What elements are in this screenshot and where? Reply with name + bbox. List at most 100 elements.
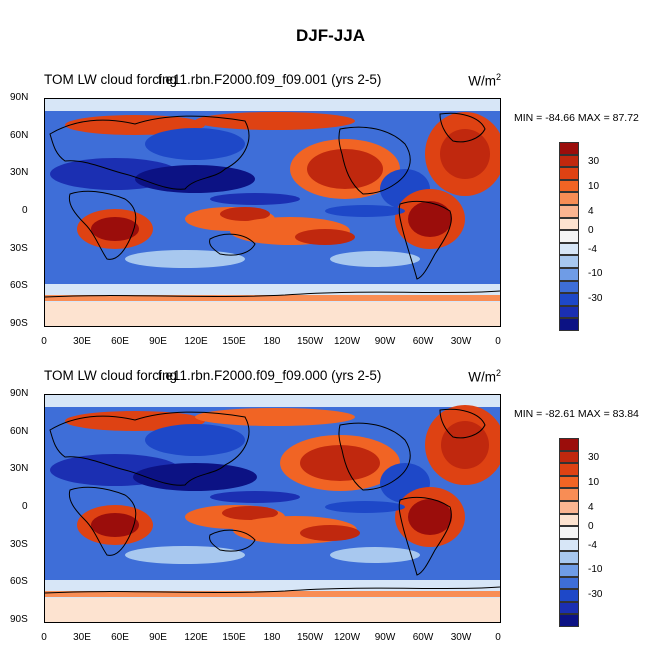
colorbar (559, 142, 579, 331)
colorbar-swatch (559, 513, 579, 527)
lon-label: 60W (412, 336, 434, 347)
colorbar-label: 0 (588, 225, 594, 236)
lon-label: 120W (333, 336, 361, 347)
lon-label: 120E (184, 336, 208, 347)
lat-label: 60N (10, 130, 29, 141)
lat-label: 30N (10, 463, 29, 474)
colorbar-swatch (559, 217, 579, 231)
colorbar-swatch (559, 267, 579, 281)
lat-label: 90S (10, 614, 28, 625)
colorbar-swatch (559, 293, 579, 306)
panel-left-title: TOM LW cloud forcing (44, 72, 178, 87)
colorbar-label: 30 (588, 156, 600, 167)
colorbar-swatch (559, 500, 579, 514)
lat-label: 90N (10, 92, 29, 103)
colorbar-swatch (559, 475, 579, 489)
lon-label: 60W (412, 632, 434, 643)
colorbar-swatch (559, 551, 579, 564)
colorbar-swatch (559, 563, 579, 577)
colorbar-label: -30 (588, 293, 603, 304)
colorbar-swatch (559, 204, 579, 218)
panel-left-title: TOM LW cloud forcing (44, 368, 178, 383)
lon-label: 150E (222, 632, 246, 643)
colorbar-label: -10 (588, 564, 603, 575)
colorbar-label: 10 (588, 477, 600, 488)
colorbar-label: -4 (588, 540, 597, 551)
colorbar-swatch (559, 280, 579, 294)
colorbar-swatch (559, 192, 579, 205)
lon-label: 30W (450, 336, 472, 347)
colorbar-label: 4 (588, 502, 594, 513)
colorbar-swatch (559, 142, 579, 155)
colorbar-label: 0 (588, 521, 594, 532)
lon-label: 150W (296, 336, 324, 347)
colorbar-label: -10 (588, 268, 603, 279)
minmax-label: MIN = -82.61 MAX = 83.84 (514, 408, 639, 420)
lon-label: 120E (184, 632, 208, 643)
lon-label: 180 (263, 632, 281, 643)
lon-label: 150E (222, 336, 246, 347)
contour-map (45, 99, 500, 326)
lon-label: 0 (495, 336, 501, 347)
lat-label: 0 (22, 501, 28, 512)
colorbar-swatch (559, 179, 579, 193)
map-panel-2: TOM LW cloud forcing f.e11.rbn.F2000.f09… (0, 368, 661, 668)
lon-label: 0 (41, 632, 47, 643)
colorbar-swatch (559, 601, 579, 615)
lat-label: 30S (10, 243, 28, 254)
lat-label: 30S (10, 539, 28, 550)
lon-label: 0 (495, 632, 501, 643)
lat-label: 30N (10, 167, 29, 178)
colorbar-swatch (559, 305, 579, 319)
colorbar-swatch (559, 318, 579, 331)
contour-map (45, 395, 500, 622)
colorbar-label: 4 (588, 206, 594, 217)
colorbar-swatch (559, 450, 579, 464)
colorbar-swatch (559, 242, 579, 256)
colorbar (559, 438, 579, 627)
colorbar-swatch (559, 255, 579, 268)
colorbar-label: 30 (588, 452, 600, 463)
lat-label: 90S (10, 318, 28, 329)
lon-label: 60E (111, 336, 129, 347)
lon-label: 30E (73, 632, 91, 643)
colorbar-swatch (559, 488, 579, 501)
colorbar-swatch (559, 526, 579, 539)
lon-label: 150W (296, 632, 324, 643)
lat-label: 90N (10, 388, 29, 399)
colorbar-swatch (559, 463, 579, 476)
lat-label: 60N (10, 426, 29, 437)
colorbar-swatch (559, 230, 579, 243)
colorbar-swatch (559, 589, 579, 602)
main-title: DJF-JJA (296, 26, 365, 45)
lon-label: 180 (263, 336, 281, 347)
map-plot-area (44, 98, 501, 327)
lon-label: 30W (450, 632, 472, 643)
lat-label: 60S (10, 576, 28, 587)
lon-label: 60E (111, 632, 129, 643)
colorbar-label: 10 (588, 181, 600, 192)
panel-center-title: f.e11.rbn.F2000.f09_f09.000 (yrs 2-5) (158, 368, 382, 383)
lon-label: 120W (333, 632, 361, 643)
colorbar-swatch (559, 538, 579, 552)
lon-label: 90W (374, 336, 396, 347)
lon-label: 90W (374, 632, 396, 643)
lon-label: 30E (73, 336, 91, 347)
colorbar-swatch (559, 614, 579, 627)
map-panel-1: TOM LW cloud forcing f.e11.rbn.F2000.f09… (0, 72, 661, 372)
panel-units: W/m2 (468, 368, 501, 385)
lon-label: 90E (149, 632, 167, 643)
colorbar-swatch (559, 167, 579, 180)
colorbar-swatch (559, 438, 579, 451)
lon-label: 90E (149, 336, 167, 347)
colorbar-label: -4 (588, 244, 597, 255)
colorbar-swatch (559, 576, 579, 590)
lat-label: 60S (10, 280, 28, 291)
colorbar-swatch (559, 154, 579, 168)
panel-center-title: f.e11.rbn.F2000.f09_f09.001 (yrs 2-5) (158, 72, 382, 87)
minmax-label: MIN = -84.66 MAX = 87.72 (514, 112, 639, 124)
colorbar-label: -30 (588, 589, 603, 600)
panel-units: W/m2 (468, 72, 501, 89)
lon-label: 0 (41, 336, 47, 347)
map-plot-area (44, 394, 501, 623)
